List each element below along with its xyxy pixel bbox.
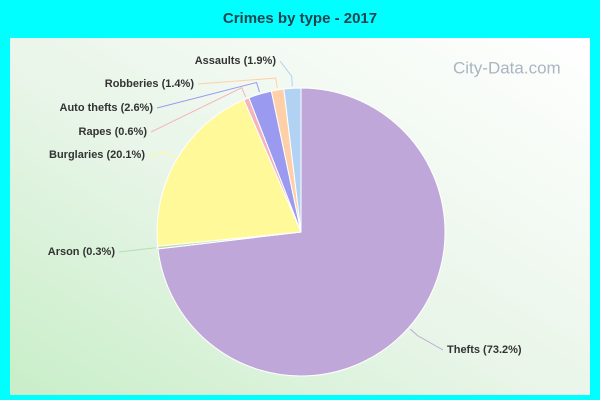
leader-line: [409, 328, 444, 351]
data-label: Auto thefts (2.6%): [60, 102, 154, 114]
data-label: Assaults (1.9%): [195, 55, 277, 67]
watermark: City-Data.com: [453, 58, 561, 77]
pie-slice: [283, 87, 302, 233]
data-label: Rapes (0.6%): [79, 126, 148, 138]
chart-title: Crimes by type - 2017: [223, 10, 377, 27]
data-label: Arson (0.3%): [48, 246, 116, 258]
leader-line: [148, 152, 176, 159]
data-label: Robberies (1.4%): [105, 78, 195, 90]
leader-line: [279, 60, 293, 87]
data-label: Burglaries (20.1%): [49, 149, 145, 161]
leader-line: [150, 86, 247, 133]
leader-line: [118, 247, 156, 253]
pie-slice: [156, 99, 302, 247]
leader-line: [156, 81, 260, 109]
data-label: Thefts (73.2%): [447, 344, 522, 356]
leader-line: [197, 77, 278, 89]
